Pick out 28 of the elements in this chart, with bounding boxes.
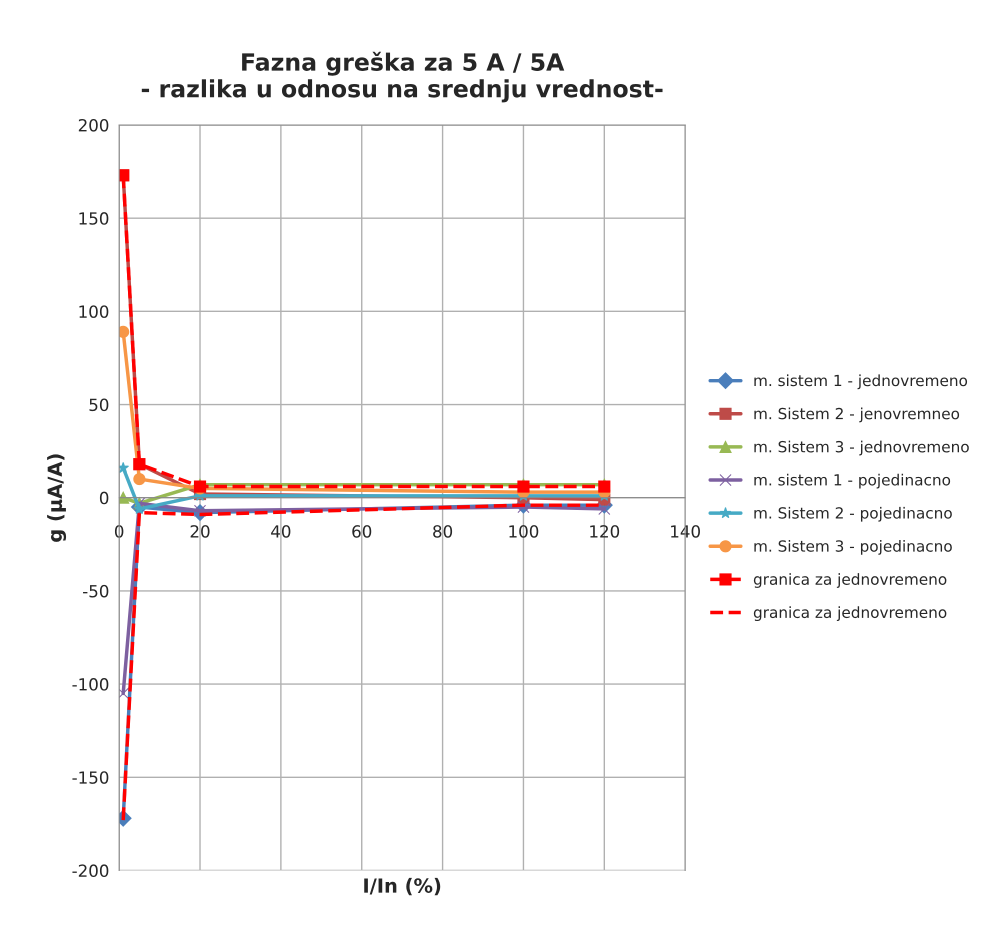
x-tick-label: 120 — [590, 525, 620, 538]
y-tick-label: -200 — [72, 864, 108, 878]
legend-label: m. sistem 1 - jednovremeno — [754, 374, 968, 390]
legend-label: m. sistem 1 - pojedinacno — [754, 474, 950, 489]
y-tick-label: 150 — [79, 212, 108, 225]
y-axis-title: g (µA/A) — [47, 454, 66, 542]
legend-label: m. Sistem 2 - pojedinacno — [754, 506, 952, 522]
legend-label: m. Sistem 3 - pojedinacno — [754, 540, 952, 555]
legend-label: granica za jednovremeno — [754, 573, 946, 588]
y-tick-label: 100 — [79, 305, 108, 318]
legend-label: m. Sistem 3 - jednovremeno — [754, 440, 969, 456]
legend-label: granica za jednovremeno — [754, 606, 946, 622]
x-tick-label: 0 — [114, 525, 124, 538]
x-axis-title: I/In (%) — [364, 878, 440, 896]
y-tick-label: -150 — [72, 771, 108, 784]
y-tick-label: 50 — [90, 398, 108, 412]
y-tick-label: 0 — [100, 492, 108, 504]
x-tick-label: 80 — [433, 525, 452, 538]
legend-label: m. Sistem 2 - jenovremneo — [754, 408, 960, 422]
x-tick-label: 140 — [671, 525, 700, 538]
y-tick-label: -50 — [83, 584, 108, 598]
y-tick-label: 200 — [78, 118, 108, 132]
y-tick-label: -100 — [72, 678, 108, 691]
x-tick-label: 20 — [190, 525, 210, 538]
x-tick-label: 100 — [509, 525, 538, 538]
x-tick-label: 40 — [271, 525, 290, 538]
x-tick-label: 60 — [352, 525, 372, 538]
chart-title: Fazna greška za 5 A / 5A - razlika u odnosu na srednju vrednost- — [142, 52, 663, 102]
